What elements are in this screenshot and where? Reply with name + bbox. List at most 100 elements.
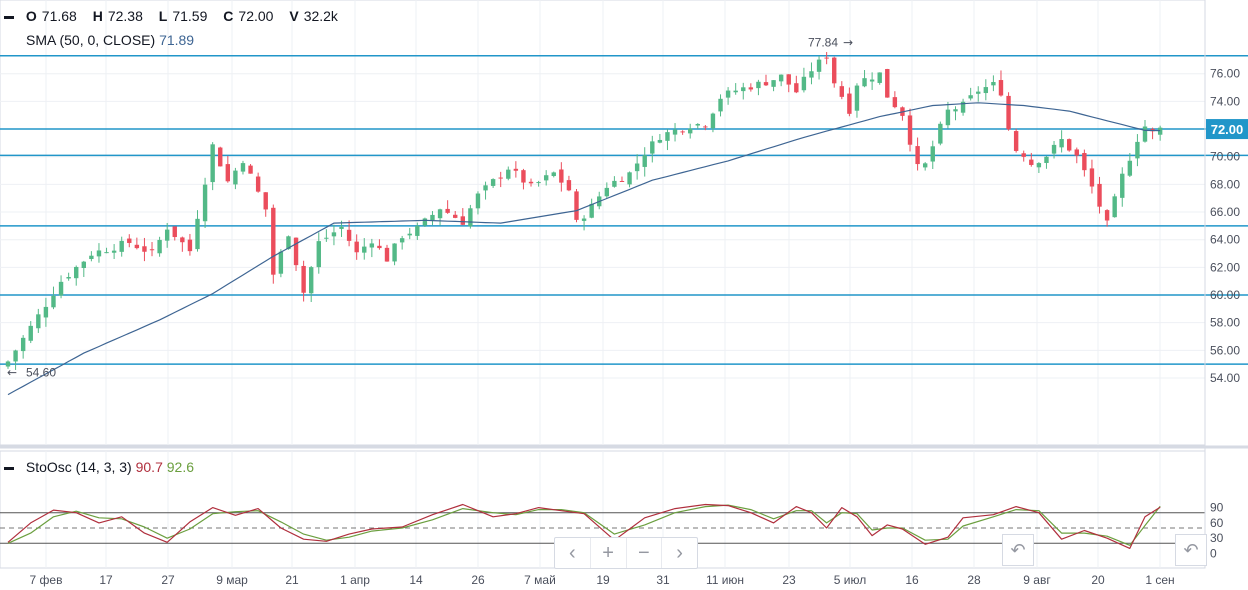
candle-body bbox=[854, 85, 860, 111]
candle-body bbox=[195, 218, 200, 250]
candle-body bbox=[225, 164, 231, 182]
candle-body bbox=[1097, 183, 1102, 207]
x-tick-label: 17 bbox=[99, 573, 113, 587]
candle-body bbox=[263, 192, 268, 210]
y-tick-label: 54.00 bbox=[1210, 371, 1240, 385]
candle-body bbox=[422, 218, 428, 226]
open-value: 71.68 bbox=[41, 8, 77, 24]
candle-body bbox=[240, 163, 246, 172]
high-value: 72.38 bbox=[107, 8, 143, 24]
collapse-icon[interactable] bbox=[4, 466, 14, 470]
candle-body bbox=[28, 325, 33, 341]
candle-body bbox=[392, 243, 397, 262]
candle-body bbox=[665, 132, 670, 141]
y-tick-label: 70.00 bbox=[1210, 150, 1240, 164]
arrow-right-icon: → bbox=[843, 35, 853, 49]
candle-body bbox=[498, 177, 503, 179]
x-tick-label: 26 bbox=[471, 573, 485, 587]
oscillator-d-value: 92.6 bbox=[166, 459, 194, 475]
candle-body bbox=[938, 123, 943, 144]
plus-icon[interactable]: + bbox=[591, 538, 627, 568]
candle-body bbox=[642, 155, 647, 167]
sma-legend-label: SMA (50, 0, CLOSE) bbox=[26, 32, 156, 48]
x-tick-label: 11 июн bbox=[706, 573, 744, 587]
candle-body bbox=[832, 57, 837, 84]
reset-chart-button[interactable]: ↶ bbox=[1002, 534, 1034, 566]
osc-y-tick-label: 90 bbox=[1210, 501, 1224, 515]
candle-body bbox=[513, 168, 519, 171]
candle-body bbox=[1051, 144, 1057, 154]
x-tick-label: 20 bbox=[1091, 573, 1105, 587]
candle-body bbox=[930, 146, 935, 162]
ohlc-legend: O 71.68 H 72.38 L 71.59 C 72.00 V 32.2k bbox=[4, 8, 350, 24]
candle-body bbox=[741, 87, 746, 92]
candle-body bbox=[619, 180, 625, 182]
candle-body bbox=[543, 175, 549, 181]
x-tick-label: 1 сен bbox=[1145, 573, 1174, 587]
candle-body bbox=[922, 163, 928, 168]
candle-body bbox=[339, 226, 344, 229]
volume-value: 32.2k bbox=[303, 8, 338, 24]
close-value: 72.00 bbox=[238, 8, 274, 24]
x-tick-label: 9 авг bbox=[1023, 573, 1051, 587]
candle-body bbox=[680, 131, 685, 133]
osc-y-tick-label: 0 bbox=[1210, 547, 1217, 561]
candle-body bbox=[650, 141, 655, 154]
candle-body bbox=[399, 238, 405, 243]
candle-body bbox=[468, 208, 473, 227]
candle-body bbox=[1067, 139, 1072, 151]
candle-body bbox=[157, 239, 162, 254]
candle-body bbox=[657, 139, 663, 143]
low-value: 71.59 bbox=[172, 8, 208, 24]
candle-body bbox=[998, 80, 1004, 96]
candle-body bbox=[1074, 149, 1079, 156]
volume-key: V bbox=[289, 8, 299, 24]
candle-body bbox=[1104, 210, 1110, 221]
x-tick-label: 28 bbox=[967, 573, 981, 587]
candle-body bbox=[218, 147, 223, 167]
sma-legend[interactable]: SMA (50, 0, CLOSE) 71.89 bbox=[26, 32, 194, 48]
candle-body bbox=[51, 295, 56, 308]
candle-body bbox=[991, 82, 996, 86]
minus-icon[interactable]: − bbox=[627, 538, 663, 568]
y-tick-label: 58.00 bbox=[1210, 316, 1240, 330]
y-tick-label: 66.00 bbox=[1210, 205, 1240, 219]
candle-body bbox=[551, 172, 556, 177]
chart-navigation-bar: ‹ + − › bbox=[554, 537, 698, 569]
chevron-right-icon[interactable]: › bbox=[676, 541, 683, 564]
reset-scale-button[interactable]: ↶ bbox=[1175, 534, 1207, 566]
collapse-icon[interactable] bbox=[4, 15, 14, 19]
candle-body bbox=[574, 191, 579, 220]
chevron-left-icon[interactable]: ‹ bbox=[555, 538, 591, 568]
candle-body bbox=[483, 185, 488, 191]
candle-body bbox=[1036, 163, 1042, 168]
low-annotation-label: 54.60 bbox=[26, 366, 56, 380]
x-tick-label: 27 bbox=[161, 573, 175, 587]
oscillator-legend[interactable]: StoOsc (14, 3, 3) 90.7 92.6 bbox=[4, 459, 194, 475]
candle-body bbox=[1013, 131, 1019, 151]
candle-body bbox=[255, 176, 261, 192]
candle-body bbox=[634, 163, 640, 172]
candle-body bbox=[164, 229, 170, 241]
oscillator-k-value: 90.7 bbox=[135, 459, 163, 475]
candle-body bbox=[688, 128, 693, 134]
candle-body bbox=[763, 82, 769, 86]
last-price-label: 72.00 bbox=[1211, 122, 1244, 137]
candle-body bbox=[13, 350, 18, 362]
open-key: O bbox=[25, 8, 37, 24]
candle-body bbox=[172, 226, 177, 238]
candle-body bbox=[407, 233, 412, 236]
candle-body bbox=[521, 170, 526, 183]
candle-body bbox=[725, 90, 731, 98]
candle-body bbox=[748, 87, 754, 90]
candle-body bbox=[559, 169, 564, 183]
candle-body bbox=[180, 237, 185, 243]
oscillator-legend-label: StoOsc (14, 3, 3) bbox=[25, 459, 132, 475]
undo-icon: ↶ bbox=[1183, 539, 1199, 560]
candle-body bbox=[627, 172, 632, 185]
candle-body bbox=[286, 236, 291, 250]
candle-body bbox=[36, 314, 41, 329]
candle-body bbox=[142, 246, 147, 252]
y-tick-label: 74.00 bbox=[1210, 94, 1240, 108]
